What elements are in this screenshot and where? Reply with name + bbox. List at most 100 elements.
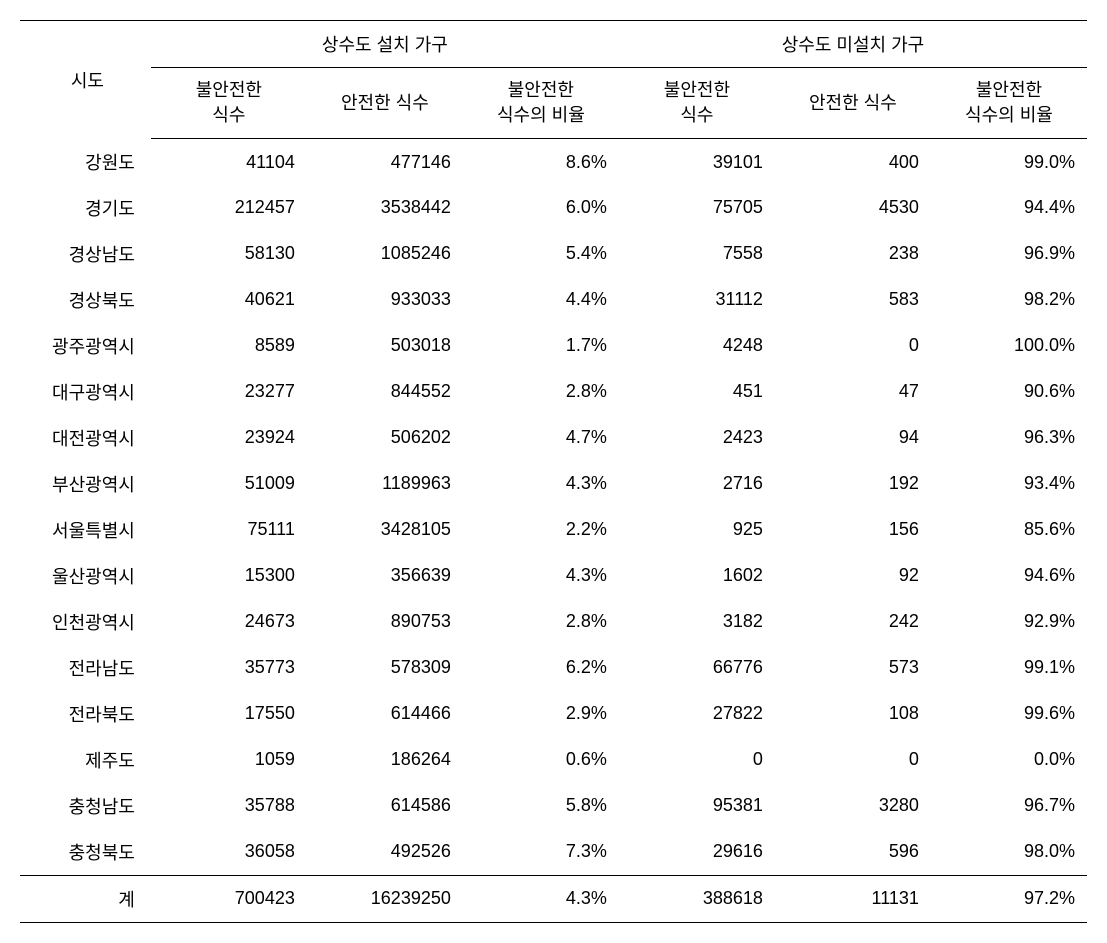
- cell-region: 경상북도: [20, 277, 151, 323]
- header-unsafe-water-1: 불안전한식수: [151, 68, 307, 139]
- cell-unsafe-2: 29616: [619, 829, 775, 876]
- cell-region: 광주광역시: [20, 323, 151, 369]
- table-row: 제주도 1059 186264 0.6% 0 0 0.0%: [20, 737, 1087, 783]
- cell-ratio-2: 94.4%: [931, 185, 1087, 231]
- cell-region: 전라남도: [20, 645, 151, 691]
- cell-unsafe-2: 1602: [619, 553, 775, 599]
- cell-safe-2: 238: [775, 231, 931, 277]
- cell-safe-1: 3538442: [307, 185, 463, 231]
- cell-ratio-2: 100.0%: [931, 323, 1087, 369]
- cell-unsafe-2: 4248: [619, 323, 775, 369]
- cell-safe-1: 356639: [307, 553, 463, 599]
- cell-ratio-2: 99.0%: [931, 139, 1087, 185]
- table-row: 대구광역시 23277 844552 2.8% 451 47 90.6%: [20, 369, 1087, 415]
- table-row: 전라남도 35773 578309 6.2% 66776 573 99.1%: [20, 645, 1087, 691]
- cell-unsafe-2: 95381: [619, 783, 775, 829]
- cell-unsafe-2: 75705: [619, 185, 775, 231]
- cell-safe-2: 108: [775, 691, 931, 737]
- table-row: 광주광역시 8589 503018 1.7% 4248 0 100.0%: [20, 323, 1087, 369]
- header-region: 시도: [20, 21, 151, 139]
- table-total-row: 계 700423 16239250 4.3% 388618 11131 97.2…: [20, 875, 1087, 922]
- cell-ratio-1: 5.4%: [463, 231, 619, 277]
- cell-ratio-1: 4.3%: [463, 553, 619, 599]
- cell-ratio-1: 4.7%: [463, 415, 619, 461]
- table-row: 경상북도 40621 933033 4.4% 31112 583 98.2%: [20, 277, 1087, 323]
- cell-unsafe-1: 58130: [151, 231, 307, 277]
- cell-region: 제주도: [20, 737, 151, 783]
- cell-unsafe-1: 15300: [151, 553, 307, 599]
- cell-ratio-1: 1.7%: [463, 323, 619, 369]
- cell-safe-1: 844552: [307, 369, 463, 415]
- cell-safe-2: 3280: [775, 783, 931, 829]
- table-row: 강원도 41104 477146 8.6% 39101 400 99.0%: [20, 139, 1087, 185]
- cell-total-ratio-2: 97.2%: [931, 875, 1087, 922]
- cell-ratio-2: 90.6%: [931, 369, 1087, 415]
- cell-safe-2: 0: [775, 737, 931, 783]
- cell-safe-1: 477146: [307, 139, 463, 185]
- cell-region: 강원도: [20, 139, 151, 185]
- header-group-not-installed: 상수도 미설치 가구: [619, 21, 1087, 68]
- cell-unsafe-1: 35788: [151, 783, 307, 829]
- cell-unsafe-2: 27822: [619, 691, 775, 737]
- table-row: 경상남도 58130 1085246 5.4% 7558 238 96.9%: [20, 231, 1087, 277]
- cell-unsafe-2: 2716: [619, 461, 775, 507]
- cell-unsafe-1: 40621: [151, 277, 307, 323]
- header-safe-water-2: 안전한 식수: [775, 68, 931, 139]
- table-row: 충청남도 35788 614586 5.8% 95381 3280 96.7%: [20, 783, 1087, 829]
- cell-safe-2: 400: [775, 139, 931, 185]
- cell-total-unsafe-1: 700423: [151, 875, 307, 922]
- cell-ratio-1: 2.2%: [463, 507, 619, 553]
- cell-unsafe-1: 41104: [151, 139, 307, 185]
- cell-safe-2: 0: [775, 323, 931, 369]
- cell-region: 충청남도: [20, 783, 151, 829]
- cell-safe-2: 242: [775, 599, 931, 645]
- cell-region: 전라북도: [20, 691, 151, 737]
- cell-unsafe-2: 7558: [619, 231, 775, 277]
- table-row: 대전광역시 23924 506202 4.7% 2423 94 96.3%: [20, 415, 1087, 461]
- cell-region: 경기도: [20, 185, 151, 231]
- cell-safe-2: 4530: [775, 185, 931, 231]
- cell-unsafe-2: 451: [619, 369, 775, 415]
- cell-unsafe-1: 17550: [151, 691, 307, 737]
- cell-safe-1: 503018: [307, 323, 463, 369]
- cell-region: 인천광역시: [20, 599, 151, 645]
- header-row-1: 시도 상수도 설치 가구 상수도 미설치 가구: [20, 21, 1087, 68]
- table-row: 경기도 212457 3538442 6.0% 75705 4530 94.4%: [20, 185, 1087, 231]
- cell-safe-1: 186264: [307, 737, 463, 783]
- cell-unsafe-1: 8589: [151, 323, 307, 369]
- cell-ratio-1: 8.6%: [463, 139, 619, 185]
- table-row: 전라북도 17550 614466 2.9% 27822 108 99.6%: [20, 691, 1087, 737]
- cell-unsafe-2: 39101: [619, 139, 775, 185]
- cell-unsafe-2: 2423: [619, 415, 775, 461]
- cell-unsafe-1: 36058: [151, 829, 307, 876]
- cell-safe-2: 192: [775, 461, 931, 507]
- cell-unsafe-1: 35773: [151, 645, 307, 691]
- cell-ratio-2: 98.0%: [931, 829, 1087, 876]
- cell-ratio-1: 6.0%: [463, 185, 619, 231]
- table-row: 충청북도 36058 492526 7.3% 29616 596 98.0%: [20, 829, 1087, 876]
- cell-total-safe-2: 11131: [775, 875, 931, 922]
- cell-unsafe-1: 212457: [151, 185, 307, 231]
- cell-total-ratio-1: 4.3%: [463, 875, 619, 922]
- cell-ratio-2: 99.1%: [931, 645, 1087, 691]
- cell-ratio-1: 0.6%: [463, 737, 619, 783]
- cell-unsafe-2: 66776: [619, 645, 775, 691]
- cell-unsafe-2: 925: [619, 507, 775, 553]
- cell-safe-1: 506202: [307, 415, 463, 461]
- table-header: 시도 상수도 설치 가구 상수도 미설치 가구 불안전한식수 안전한 식수 불안…: [20, 21, 1087, 139]
- cell-safe-1: 578309: [307, 645, 463, 691]
- cell-ratio-2: 96.7%: [931, 783, 1087, 829]
- cell-ratio-2: 92.9%: [931, 599, 1087, 645]
- header-row-2: 불안전한식수 안전한 식수 불안전한식수의 비율 불안전한식수 안전한 식수 불…: [20, 68, 1087, 139]
- table-row: 부산광역시 51009 1189963 4.3% 2716 192 93.4%: [20, 461, 1087, 507]
- cell-region: 경상남도: [20, 231, 151, 277]
- header-unsafe-ratio-2: 불안전한식수의 비율: [931, 68, 1087, 139]
- cell-ratio-2: 98.2%: [931, 277, 1087, 323]
- cell-safe-1: 1189963: [307, 461, 463, 507]
- header-unsafe-water-2: 불안전한식수: [619, 68, 775, 139]
- cell-safe-1: 492526: [307, 829, 463, 876]
- cell-total-label: 계: [20, 875, 151, 922]
- cell-unsafe-1: 23924: [151, 415, 307, 461]
- cell-total-unsafe-2: 388618: [619, 875, 775, 922]
- cell-ratio-2: 85.6%: [931, 507, 1087, 553]
